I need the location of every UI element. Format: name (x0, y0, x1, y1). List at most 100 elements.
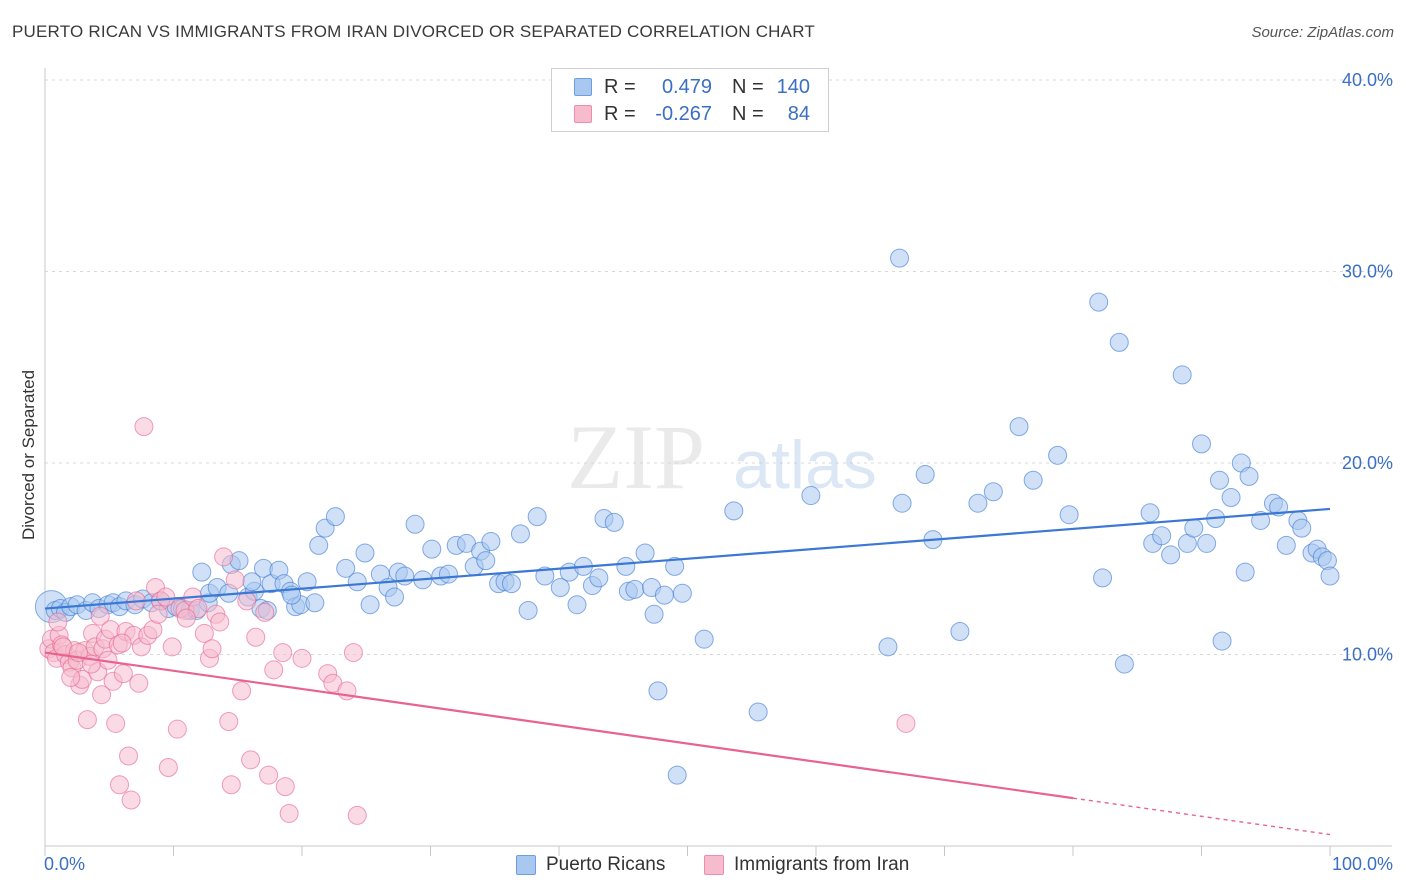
data-point (355, 543, 375, 563)
data-point (748, 702, 768, 722)
data-point (1197, 533, 1217, 553)
legend-item-puerto-ricans[interactable]: Puerto Ricans (516, 852, 665, 878)
data-point (395, 566, 415, 586)
y-axis-label: Divorced or Separated (19, 370, 38, 540)
data-point (292, 648, 312, 668)
data-point (343, 643, 363, 663)
trend-line-extension (1072, 797, 1331, 836)
n-label: N = (732, 75, 764, 98)
data-point (275, 777, 295, 797)
watermark-zip: ZIP (567, 406, 705, 508)
data-point (273, 643, 293, 663)
tick-labels: 10.0% 20.0% 30.0% 40.0% 0.0% 100.0% (44, 70, 1393, 874)
data-point (1221, 487, 1241, 507)
data-point (801, 486, 821, 506)
data-point (167, 719, 187, 739)
data-point (1212, 631, 1232, 651)
data-point (968, 493, 988, 513)
data-point (1239, 466, 1259, 486)
data-point (1172, 365, 1192, 385)
data-point (1114, 654, 1134, 674)
series-immigrants-from-iran (39, 417, 916, 825)
legend-swatch-pink (574, 105, 592, 123)
data-point (129, 673, 149, 693)
n-label: N = (732, 102, 764, 125)
data-point (202, 639, 222, 659)
data-point (241, 750, 261, 770)
data-point (1209, 470, 1229, 490)
data-point (279, 803, 299, 823)
trend-line (44, 507, 1331, 610)
data-point (950, 622, 970, 642)
data-point (481, 532, 501, 552)
legend-row-puerto-ricans: R = 0.479 N = 140 (574, 74, 810, 100)
r-value-blue: 0.479 (661, 75, 712, 98)
data-point (192, 562, 212, 582)
data-point (134, 417, 154, 437)
series-puerto-ricans (34, 248, 1340, 785)
data-point (1161, 545, 1181, 565)
data-point (259, 765, 279, 785)
data-point (635, 543, 655, 563)
data-point (214, 547, 234, 567)
data-point (106, 713, 126, 733)
axes (44, 68, 1392, 856)
legend-swatch-blue (574, 78, 592, 96)
n-value-pink: 84 (787, 102, 810, 125)
legend-row-iran: R = -0.267 N = 84 (574, 101, 810, 127)
data-point (325, 507, 345, 527)
data-point (1059, 505, 1079, 525)
data-point (672, 583, 692, 603)
data-point (1093, 568, 1113, 588)
data-point (246, 627, 266, 647)
data-point (694, 629, 714, 649)
data-point (438, 564, 458, 584)
data-point (1140, 503, 1160, 523)
r-label: R = (604, 102, 636, 125)
data-point (113, 664, 133, 684)
data-point (604, 512, 624, 532)
data-point (405, 514, 425, 534)
watermark: ZIP atlas (567, 406, 877, 508)
data-point (232, 681, 252, 701)
data-point (225, 570, 245, 590)
data-point (255, 602, 275, 622)
trend-lines (44, 507, 1331, 836)
data-point (983, 482, 1003, 502)
y-tick-label: 20.0% (1342, 453, 1393, 473)
r-label: R = (604, 75, 636, 98)
data-point (297, 572, 317, 592)
data-point (1048, 445, 1068, 465)
legend-label-immigrants-from-iran: Immigrants from Iran (734, 854, 910, 875)
x-tick-label-max: 100.0% (1332, 854, 1393, 874)
grid-lines (45, 79, 1392, 655)
data-point (1184, 518, 1204, 538)
data-point (476, 551, 496, 571)
data-point (1109, 332, 1129, 352)
data-point (644, 604, 664, 624)
trend-line (44, 651, 1074, 800)
data-point (121, 790, 141, 810)
data-point (896, 713, 916, 733)
data-point (1023, 470, 1043, 490)
legend-item-immigrants-from-iran[interactable]: Immigrants from Iran (704, 852, 909, 878)
data-point (890, 248, 910, 268)
x-tick-label-min: 0.0% (44, 854, 85, 874)
chart-title: PUERTO RICAN VS IMMIGRANTS FROM IRAN DIV… (12, 22, 815, 41)
data-point (119, 746, 139, 766)
data-point (616, 556, 636, 576)
data-point (110, 775, 130, 795)
data-point (309, 535, 329, 555)
data-point (336, 558, 356, 578)
data-point (1320, 566, 1340, 586)
legend-swatch-pink (704, 855, 724, 875)
data-point (148, 604, 168, 624)
legend-label-puerto-ricans: Puerto Ricans (546, 854, 666, 875)
data-point (1276, 535, 1296, 555)
data-point (510, 524, 530, 544)
data-point (527, 507, 547, 527)
data-point (501, 574, 521, 594)
data-point (158, 757, 178, 777)
data-point (264, 660, 284, 680)
